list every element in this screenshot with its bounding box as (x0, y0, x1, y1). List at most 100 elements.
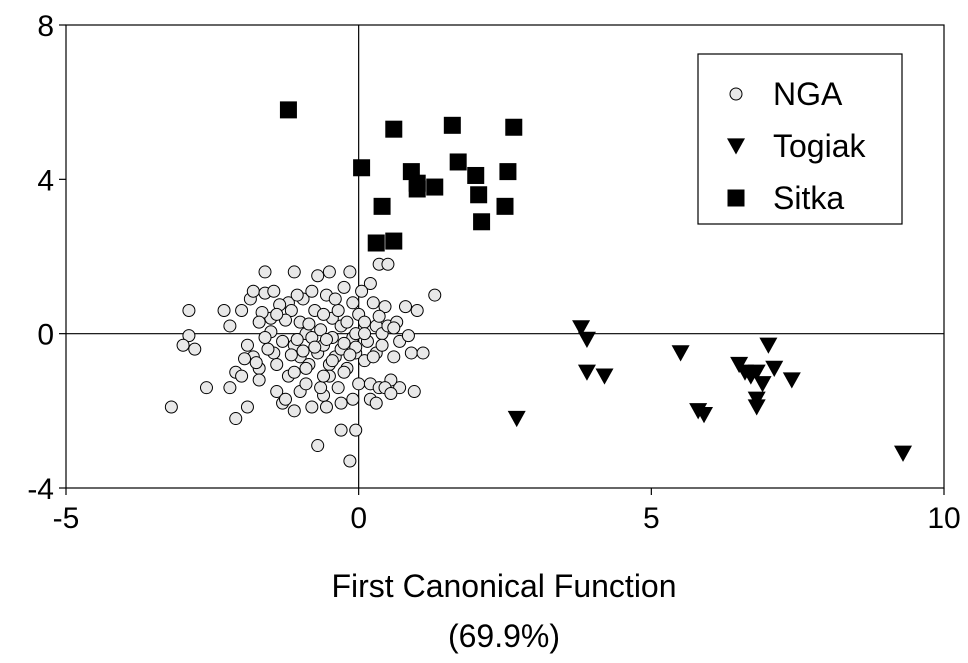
nga-point (387, 350, 401, 364)
sitka-point (505, 118, 523, 136)
nga-point (346, 296, 360, 310)
nga-point (188, 342, 202, 356)
sitka-point (496, 197, 514, 215)
sitka-point (426, 178, 444, 196)
togiak-point (765, 360, 784, 377)
legend-marker-sitka (727, 189, 745, 207)
nga-point (258, 265, 272, 279)
nga-point (319, 332, 333, 346)
x-tick-label: 10 (927, 502, 960, 535)
nga-point (299, 377, 313, 391)
nga-point (305, 400, 319, 414)
nga-point (261, 342, 275, 356)
nga-point (337, 365, 351, 379)
nga-point (267, 284, 281, 298)
x-tick-label: 5 (643, 502, 660, 535)
togiak-point (894, 445, 913, 462)
sitka-point (473, 213, 491, 231)
sitka-point (470, 186, 488, 204)
nga-point (311, 269, 325, 283)
plot-area (65, 24, 945, 489)
x-tick-label: 0 (350, 502, 367, 535)
sitka-point (408, 180, 426, 198)
nga-point (372, 309, 386, 323)
nga-point (375, 338, 389, 352)
plot-frame (65, 24, 945, 489)
togiak-point (507, 410, 526, 428)
nga-point (199, 381, 213, 395)
y-tick-label: -4 (27, 473, 54, 506)
nga-point (387, 321, 401, 335)
togiak-point (747, 399, 766, 416)
nga-point (235, 369, 249, 383)
togiak-point (671, 345, 690, 362)
nga-point (270, 307, 284, 321)
nga-point (302, 317, 316, 331)
togiak-point (577, 364, 596, 381)
nga-point (428, 288, 442, 302)
data-points (164, 101, 913, 468)
nga-point (331, 304, 345, 318)
legend-marker-togiak (727, 138, 745, 155)
sitka-point (449, 153, 467, 171)
nga-point (322, 265, 336, 279)
nga-point (314, 381, 328, 395)
axes: -5 0 5 10 -4 0 4 8 (27, 10, 960, 535)
nga-point (343, 348, 357, 362)
nga-point (407, 385, 421, 399)
togiak-point (759, 337, 778, 354)
nga-point (355, 284, 369, 298)
nga-point (416, 346, 430, 360)
nga-point (252, 315, 266, 329)
nga-point (325, 354, 339, 368)
nga-point (319, 400, 333, 414)
nga-point (317, 307, 331, 321)
sitka-point (385, 232, 403, 250)
nga-point (410, 304, 424, 318)
togiak-point (782, 372, 801, 389)
nga-point (366, 350, 380, 364)
y-tick-label: 0 (37, 319, 54, 352)
nga-point (363, 277, 377, 291)
sitka-point (279, 101, 297, 119)
nga-point (381, 257, 395, 271)
nga-point (378, 300, 392, 314)
togiak-point (577, 331, 596, 349)
nga-point (346, 392, 360, 406)
nga-point (217, 304, 231, 318)
legend-marker-nga (729, 87, 743, 101)
nga-point (337, 280, 351, 294)
nga-point (287, 265, 301, 279)
nga-point (258, 331, 272, 345)
legend-label-sitka: Sitka (773, 180, 844, 216)
togiak-point (595, 368, 614, 385)
nga-point (270, 385, 284, 399)
nga-point (331, 381, 345, 395)
nga-point (334, 396, 348, 410)
nga-point (398, 300, 412, 314)
nga-point (308, 340, 322, 354)
nga-point (384, 386, 398, 400)
nga-point (270, 358, 284, 372)
nga-point (317, 369, 331, 383)
nga-point (358, 315, 372, 329)
nga-point (352, 377, 366, 391)
nga-point (404, 346, 418, 360)
nga-point (240, 400, 254, 414)
legend-label-nga: NGA (773, 76, 843, 112)
nga-point (366, 296, 380, 310)
nga-point (284, 348, 298, 362)
sitka-point (385, 120, 403, 138)
nga-point (299, 361, 313, 375)
togiak-point (572, 320, 591, 337)
nga-point (252, 373, 266, 387)
nga-point (223, 319, 237, 333)
nga-point (369, 396, 383, 410)
nga-point (290, 332, 304, 346)
nga-point (287, 404, 301, 418)
legend-label-togiak: Togiak (773, 128, 867, 164)
nga-point (238, 352, 252, 366)
nga-point (182, 304, 196, 318)
nga-point (235, 304, 249, 318)
